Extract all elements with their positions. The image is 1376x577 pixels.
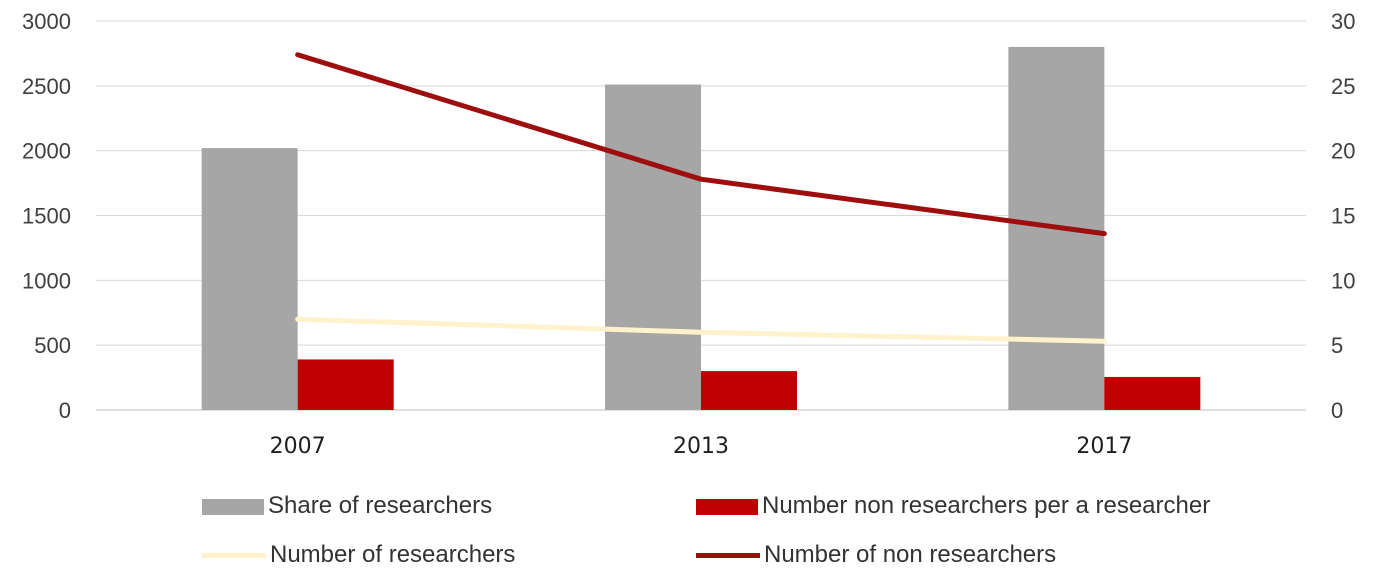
right-y-tick-label: 20 <box>1331 139 1355 164</box>
x-category-label: 2013 <box>673 434 729 459</box>
left-y-tick-label: 1500 <box>22 204 71 229</box>
left-y-tick-label: 0 <box>59 398 71 423</box>
legend-item-number-of-non-researchers: Number of non researchers <box>696 541 1056 569</box>
left-y-tick-label: 3000 <box>22 9 71 34</box>
category-axis-labels: 2007 2013 2017 <box>270 434 1133 459</box>
legend-swatch <box>202 498 264 515</box>
bar-number-non-researchers-per-a-researcher-2007 <box>297 359 394 410</box>
legend-label: Number of non researchers <box>764 541 1057 568</box>
line-series <box>295 52 1107 344</box>
legend-swatch <box>696 553 760 559</box>
right-y-tick-label: 10 <box>1331 268 1355 293</box>
legend-item-number-non-researchers-per-researcher: Number non researchers per a researcher <box>696 492 1210 520</box>
legend-swatch <box>202 553 266 559</box>
right-y-tick-label: 5 <box>1331 333 1343 358</box>
line-number-of-non-researchers <box>295 52 1107 237</box>
left-y-tick-label: 2000 <box>22 139 71 164</box>
legend-item-number-of-researchers: Number of researchers <box>202 541 515 569</box>
bar-number-non-researchers-per-a-researcher-2017 <box>1104 376 1201 410</box>
left-y-tick-label: 1000 <box>22 268 71 293</box>
legend-label: Number non researchers per a researcher <box>762 492 1211 519</box>
right-axis-ticks: 0 5 10 15 20 25 30 <box>1331 9 1355 423</box>
right-y-tick-label: 15 <box>1331 204 1355 229</box>
bar-share-of-researchers-2013 <box>605 84 701 410</box>
bar-number-non-researchers-per-a-researcher-2013 <box>701 371 797 410</box>
bar-series <box>201 46 1201 410</box>
x-category-label: 2017 <box>1076 434 1132 459</box>
right-y-tick-label: 25 <box>1331 74 1355 99</box>
left-axis-ticks: 0 500 1000 1500 2000 2500 3000 <box>22 9 71 423</box>
legend-label: Share of researchers <box>268 492 493 519</box>
left-y-tick-label: 500 <box>34 333 71 358</box>
x-category-label: 2007 <box>270 434 326 459</box>
line-number-of-researchers <box>295 316 1107 344</box>
legend-item-share-of-researchers: Share of researchers <box>202 492 492 520</box>
bar-share-of-researchers-2007 <box>201 148 298 410</box>
legend-swatch <box>696 498 758 515</box>
right-y-tick-label: 0 <box>1331 398 1343 423</box>
right-y-tick-label: 30 <box>1331 9 1355 34</box>
legend-label: Number of researchers <box>270 541 516 568</box>
left-y-tick-label: 2500 <box>22 74 71 99</box>
